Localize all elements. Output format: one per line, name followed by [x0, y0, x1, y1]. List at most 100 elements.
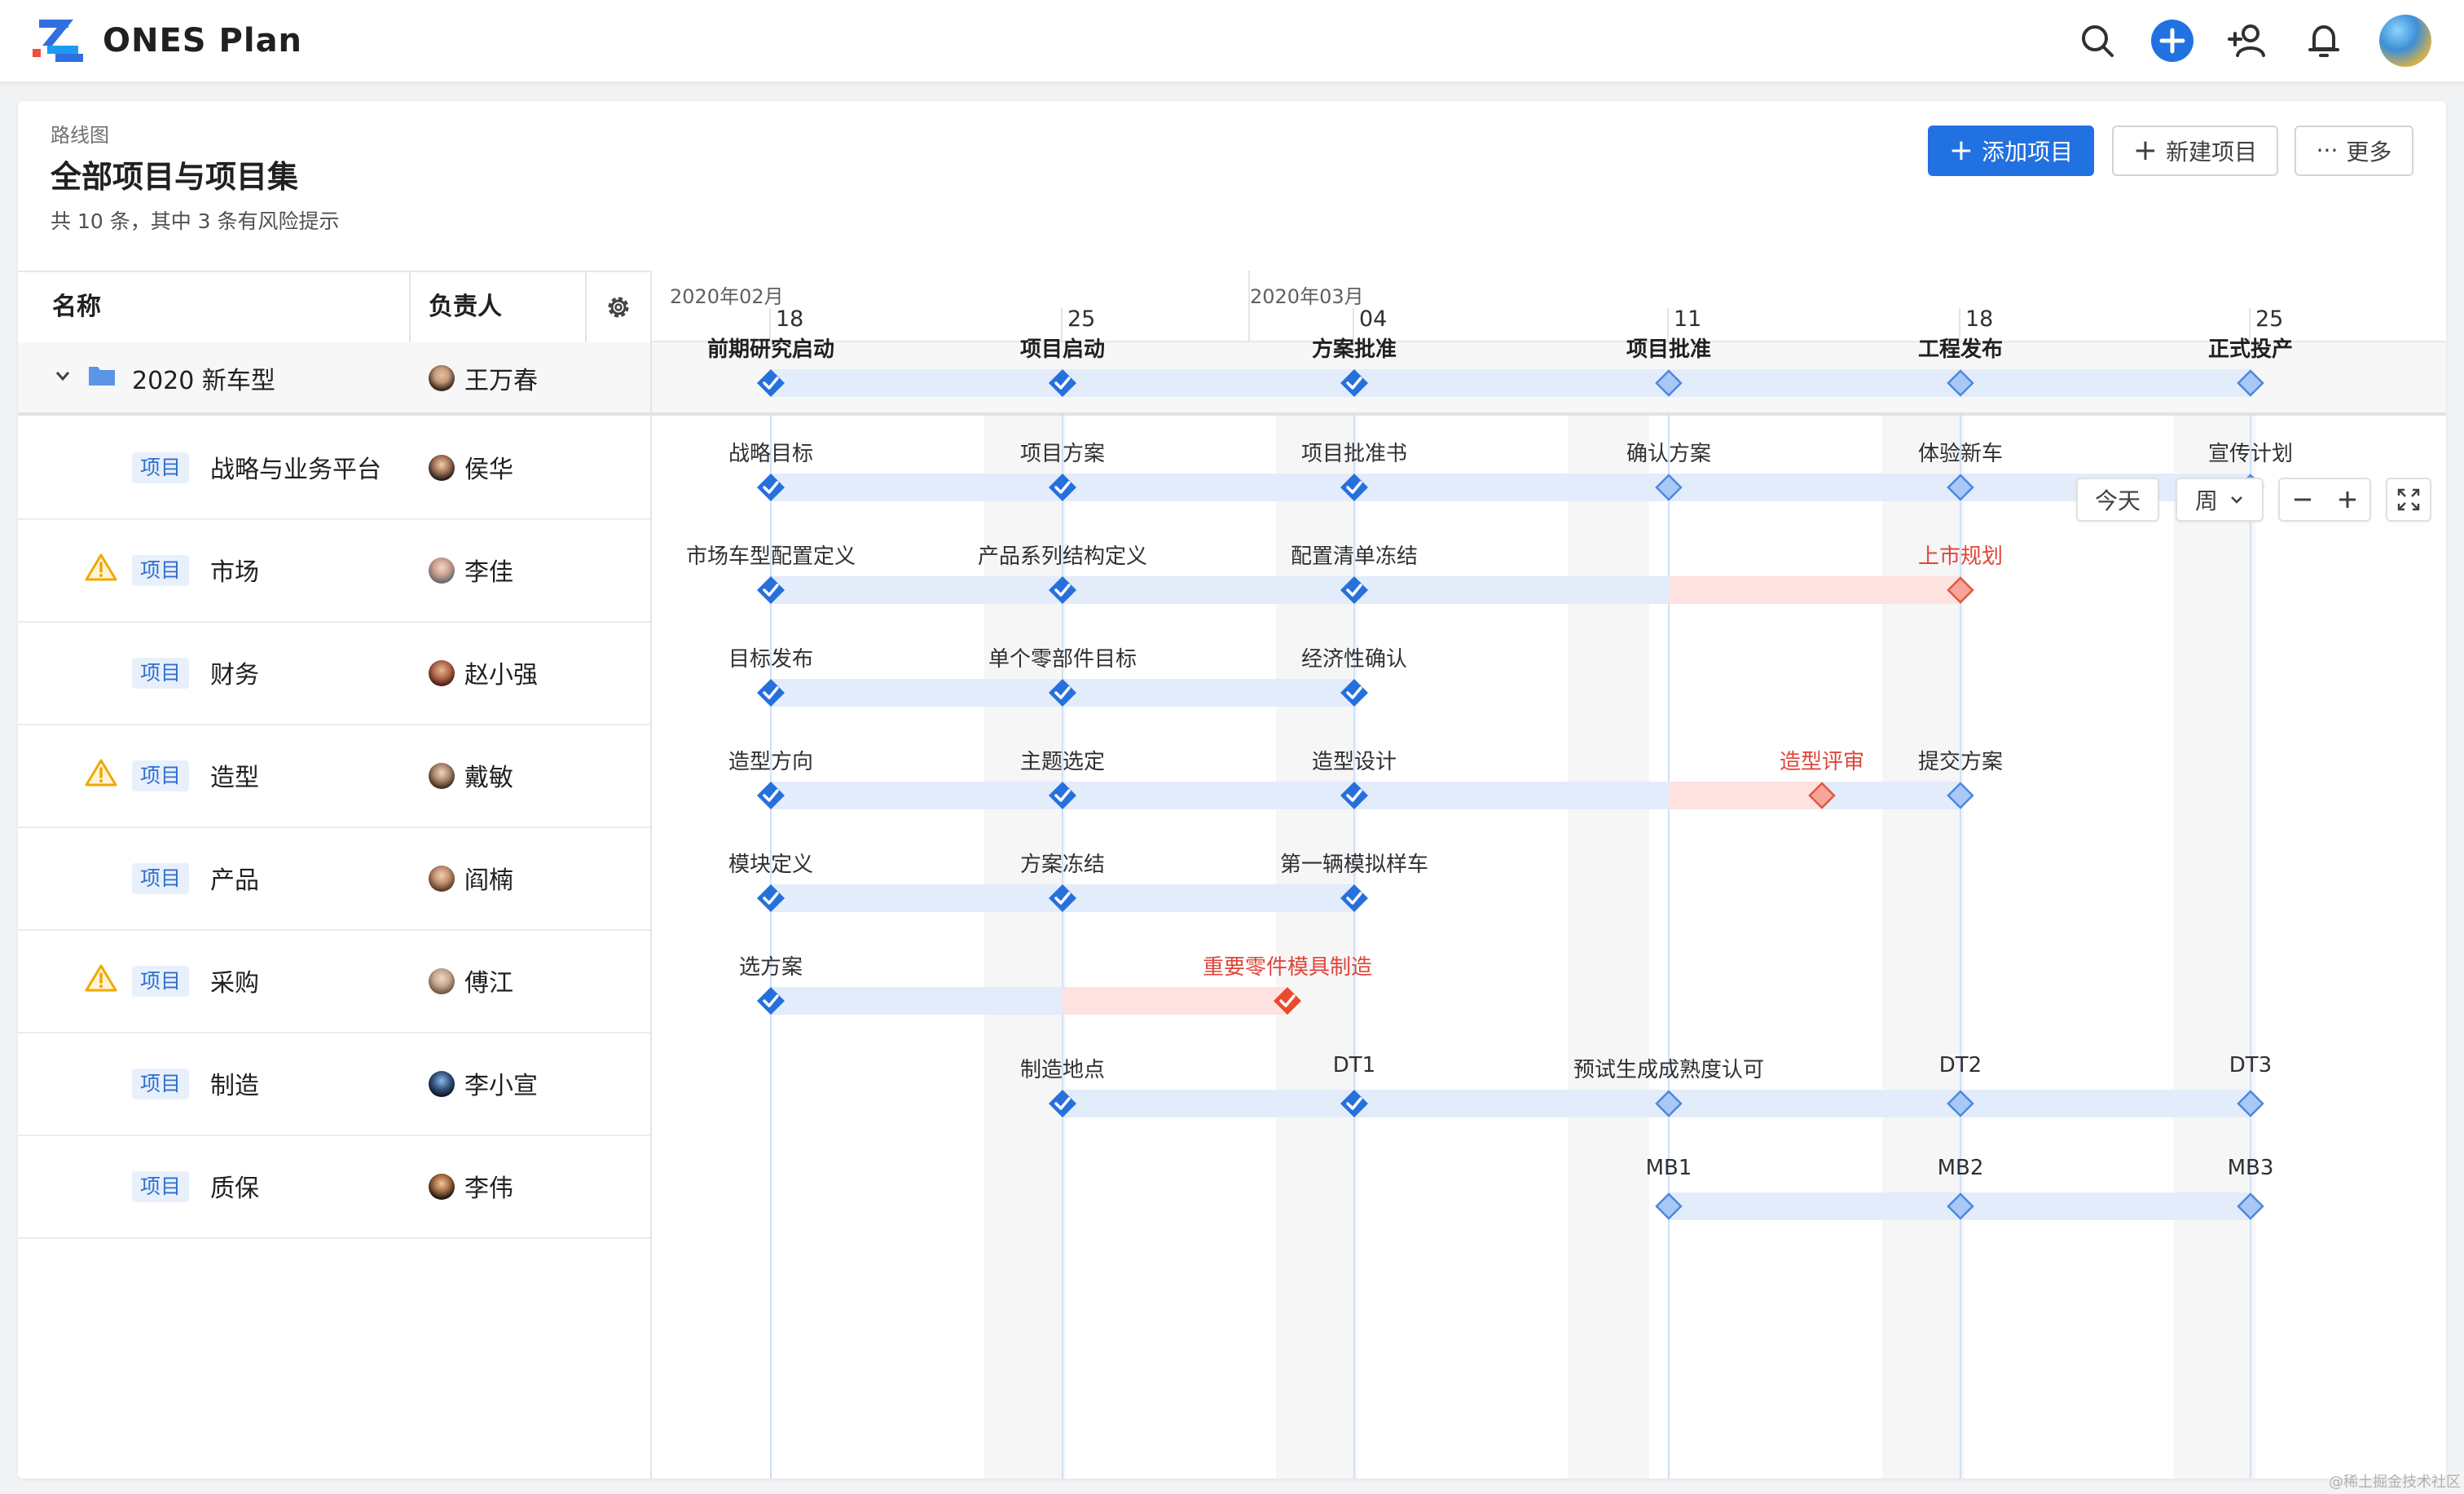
project-name[interactable]: 战略与业务平台 — [210, 456, 381, 484]
milestone-done-icon[interactable] — [756, 678, 785, 707]
project-row[interactable]: 项目 采购 傅江 — [18, 929, 650, 1033]
milestone-done-icon[interactable] — [1048, 473, 1077, 502]
user-add-icon[interactable] — [2224, 18, 2270, 64]
milestone-done-icon[interactable] — [756, 575, 785, 605]
milestone-done-icon[interactable] — [1273, 986, 1302, 1016]
milestone-pending-icon[interactable] — [1654, 368, 1683, 398]
milestone-done-icon[interactable] — [756, 884, 785, 913]
zoom-out-icon[interactable] — [2291, 488, 2314, 511]
progress-bar[interactable] — [771, 576, 1669, 604]
month-label: 2020年02月 — [670, 285, 784, 308]
milestone-risk-icon[interactable] — [1807, 781, 1837, 810]
chevron-down-icon[interactable] — [54, 367, 72, 385]
milestone-done-icon[interactable] — [1340, 1089, 1369, 1118]
today-button[interactable]: 今天 — [2076, 478, 2159, 522]
milestone-done-icon[interactable] — [1048, 781, 1077, 810]
project-row[interactable]: 项目 战略与业务平台 侯华 — [18, 416, 650, 520]
more-button[interactable]: ··· 更多 — [2295, 126, 2413, 176]
project-row[interactable]: 项目 制造 李小宣 — [18, 1032, 650, 1136]
milestone-pending-icon[interactable] — [2236, 1089, 2265, 1118]
project-group-row[interactable]: 2020 新车型 王万春 — [18, 342, 650, 416]
project-tag: 项目 — [132, 658, 190, 689]
project-name[interactable]: 采购 — [210, 969, 259, 998]
project-row[interactable]: 项目 财务 赵小强 — [18, 621, 650, 725]
risk-bar[interactable] — [1063, 987, 1287, 1015]
milestone-done-icon[interactable] — [1048, 1089, 1077, 1118]
progress-bar[interactable] — [771, 369, 2251, 397]
gear-icon[interactable] — [603, 292, 634, 323]
milestone-done-icon[interactable] — [1048, 678, 1077, 707]
project-row[interactable]: 项目 造型 戴敏 — [18, 724, 650, 828]
ones-logo-icon[interactable] — [31, 18, 90, 64]
milestone-label: MB1 — [1645, 1156, 1692, 1180]
milestone-done-icon[interactable] — [1340, 884, 1369, 913]
today-label: 今天 — [2094, 487, 2141, 514]
milestone-done-icon[interactable] — [1048, 884, 1077, 913]
column-header-owner[interactable]: 负责人 — [429, 293, 502, 321]
milestone-pending-icon[interactable] — [1946, 1192, 1975, 1221]
time-scale-select[interactable]: 周 — [2176, 478, 2264, 522]
progress-bar[interactable] — [771, 987, 1063, 1015]
milestone-label: 体验新车 — [1917, 442, 2004, 466]
risk-bar[interactable] — [1669, 782, 1822, 809]
milestone-done-icon[interactable] — [1340, 575, 1369, 605]
milestone-pending-icon[interactable] — [1946, 1089, 1975, 1118]
milestone-done-icon[interactable] — [1340, 781, 1369, 810]
milestone-done-icon[interactable] — [756, 368, 785, 398]
milestone-done-icon[interactable] — [1340, 678, 1369, 707]
milestone-done-icon[interactable] — [1048, 368, 1077, 398]
milestone-label: 配置清单冻结 — [1290, 544, 1419, 569]
project-name[interactable]: 市场 — [210, 558, 259, 587]
project-row[interactable]: 项目 产品 阎楠 — [18, 826, 650, 931]
milestone-pending-icon[interactable] — [1946, 368, 1975, 398]
app-title[interactable]: ONES Plan — [103, 22, 303, 59]
progress-bar[interactable] — [771, 782, 1669, 809]
risk-bar[interactable] — [1669, 576, 1960, 604]
milestone-done-icon[interactable] — [756, 473, 785, 502]
zoom-in-icon[interactable] — [2336, 488, 2359, 511]
new-project-button[interactable]: + 新建项目 — [2112, 126, 2278, 176]
milestone-risk-icon[interactable] — [1946, 575, 1975, 605]
fullscreen-button[interactable] — [2386, 478, 2431, 522]
milestone-done-icon[interactable] — [1340, 473, 1369, 502]
milestone-label: 产品系列结构定义 — [977, 544, 1148, 569]
project-name[interactable]: 造型 — [210, 764, 259, 792]
milestone-label: 正式投产 — [2207, 337, 2294, 362]
project-tag: 项目 — [132, 1171, 190, 1202]
milestone-pending-icon[interactable] — [2236, 368, 2265, 398]
project-name[interactable]: 质保 — [210, 1174, 259, 1203]
group-owner: 王万春 — [464, 367, 538, 395]
add-project-label: 添加项目 — [1982, 139, 2074, 165]
milestone-pending-icon[interactable] — [1654, 1192, 1683, 1221]
add-project-button[interactable]: + 添加项目 — [1928, 126, 2094, 176]
gantt-timeline[interactable]: 2020年02月 2020年03月 18 25 04 11 18 25 前期研究启动 项目启… — [652, 271, 2446, 1479]
milestone-pending-icon[interactable] — [1946, 781, 1975, 810]
search-icon[interactable] — [2075, 18, 2120, 64]
milestone-pending-icon[interactable] — [1654, 473, 1683, 502]
table-header: 名称 负责人 — [18, 271, 650, 342]
milestone-done-icon[interactable] — [1340, 368, 1369, 398]
column-header-name[interactable]: 名称 — [52, 293, 101, 321]
project-row[interactable]: 项目 市场 李佳 — [18, 518, 650, 623]
day-tick — [1959, 308, 1960, 341]
milestone-label: 造型设计 — [1311, 750, 1397, 774]
project-row[interactable]: 项目 质保 李伟 — [18, 1135, 650, 1239]
user-avatar[interactable] — [2379, 15, 2431, 67]
milestone-done-icon[interactable] — [756, 781, 785, 810]
milestone-pending-icon[interactable] — [1946, 473, 1975, 502]
warning-icon — [85, 759, 117, 787]
milestone-done-icon[interactable] — [756, 986, 785, 1016]
milestone-pending-icon[interactable] — [2236, 1192, 2265, 1221]
project-name[interactable]: 制造 — [210, 1072, 259, 1100]
milestone-done-icon[interactable] — [1048, 575, 1077, 605]
bell-icon[interactable] — [2301, 18, 2347, 64]
progress-bar[interactable] — [1822, 782, 1960, 809]
breadcrumb[interactable]: 路线图 — [51, 124, 109, 147]
milestone-pending-icon[interactable] — [1654, 1089, 1683, 1118]
project-owner: 李小宣 — [464, 1072, 538, 1100]
progress-bar[interactable] — [771, 474, 2251, 501]
project-name[interactable]: 财务 — [210, 661, 259, 690]
plus-circle-icon[interactable] — [2149, 18, 2195, 64]
project-tag: 项目 — [132, 863, 190, 894]
project-name[interactable]: 产品 — [210, 866, 259, 895]
